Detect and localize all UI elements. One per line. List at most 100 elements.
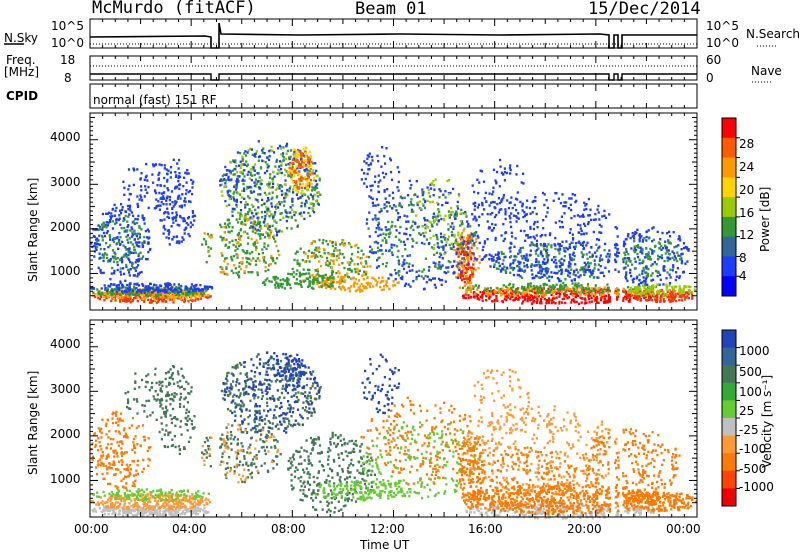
power-cell bbox=[467, 263, 470, 266]
power-cell bbox=[283, 183, 286, 186]
power-cell bbox=[543, 258, 546, 261]
power-cell bbox=[641, 291, 644, 294]
power-cell bbox=[273, 234, 276, 237]
power-cell bbox=[504, 231, 507, 234]
power-cell bbox=[252, 215, 255, 218]
power-cell bbox=[475, 292, 478, 296]
power-cell bbox=[602, 293, 605, 296]
power-cell bbox=[653, 250, 656, 253]
power-cell bbox=[536, 291, 539, 294]
power-cell bbox=[459, 219, 463, 223]
power-cell bbox=[516, 287, 520, 290]
power-cell bbox=[550, 258, 554, 262]
power-cell bbox=[402, 267, 406, 271]
power-cell bbox=[282, 146, 285, 149]
power-cell bbox=[315, 246, 318, 249]
power-cell bbox=[658, 292, 661, 296]
power-cell bbox=[592, 276, 595, 279]
power-cell bbox=[263, 152, 266, 155]
power-cell bbox=[132, 297, 136, 300]
power-cell bbox=[591, 254, 594, 257]
power-cell bbox=[675, 245, 678, 248]
power-cell bbox=[568, 197, 571, 200]
power-cell bbox=[185, 294, 188, 297]
power-cell bbox=[125, 295, 128, 298]
power-cell bbox=[584, 265, 587, 268]
power-cell bbox=[528, 296, 531, 299]
power-cell bbox=[558, 300, 561, 304]
power-cell bbox=[256, 180, 260, 183]
power-cell bbox=[173, 298, 176, 301]
power-cell bbox=[368, 235, 371, 238]
power-cell bbox=[263, 260, 266, 263]
power-cell bbox=[162, 298, 166, 301]
power-cell bbox=[405, 271, 408, 274]
power-cell bbox=[652, 238, 655, 241]
power-cell bbox=[250, 203, 254, 206]
power-cell bbox=[122, 219, 125, 223]
power-cell bbox=[426, 219, 429, 222]
power-cell bbox=[452, 225, 455, 228]
power-cell bbox=[157, 296, 160, 300]
power-cell bbox=[547, 297, 551, 300]
power-cell bbox=[351, 253, 354, 256]
power-cell bbox=[137, 259, 140, 262]
power-cell bbox=[233, 160, 236, 163]
power-cell bbox=[642, 276, 645, 279]
power-cell bbox=[466, 280, 469, 283]
power-cell bbox=[145, 288, 148, 291]
power-cell bbox=[501, 173, 504, 176]
power-cell bbox=[583, 201, 586, 204]
power-cell bbox=[644, 265, 648, 269]
power-cell bbox=[625, 273, 628, 277]
power-cell bbox=[237, 236, 241, 239]
power-cell bbox=[322, 239, 325, 242]
power-cell bbox=[385, 205, 388, 208]
power-cell bbox=[185, 288, 188, 291]
power-cell bbox=[462, 256, 465, 260]
power-cell bbox=[342, 239, 345, 242]
power-cell bbox=[595, 295, 599, 299]
power-cell bbox=[295, 152, 298, 155]
power-cell bbox=[410, 210, 413, 213]
power-cell bbox=[110, 288, 113, 291]
power-cell bbox=[306, 195, 310, 198]
power-cell bbox=[139, 293, 142, 297]
power-cell bbox=[299, 196, 302, 199]
power-cell bbox=[134, 261, 137, 264]
power-cell bbox=[634, 230, 637, 234]
power-cell bbox=[373, 251, 376, 254]
power-cell bbox=[605, 289, 608, 292]
power-cell bbox=[245, 164, 249, 168]
power-cell bbox=[247, 186, 250, 189]
power-cell bbox=[304, 164, 307, 167]
power-cell bbox=[572, 290, 575, 294]
power-cell bbox=[246, 218, 249, 221]
power-cell bbox=[367, 227, 370, 230]
power-cell bbox=[226, 190, 229, 193]
power-cell bbox=[682, 246, 686, 250]
power-cell bbox=[220, 225, 223, 229]
power-cell bbox=[284, 157, 288, 161]
power-cell bbox=[676, 251, 679, 254]
power-cell bbox=[164, 228, 167, 231]
power-cell bbox=[178, 240, 181, 243]
power-cell bbox=[180, 284, 183, 288]
power-cell bbox=[576, 223, 580, 226]
power-cell bbox=[333, 249, 336, 252]
power-cell bbox=[268, 192, 271, 195]
power-cell bbox=[275, 160, 278, 163]
power-cell bbox=[105, 296, 109, 299]
power-cell bbox=[165, 236, 168, 239]
power-cell bbox=[460, 231, 463, 235]
power-cell bbox=[471, 270, 475, 273]
power-cell bbox=[397, 216, 400, 219]
power-cell bbox=[452, 227, 455, 231]
power-cell bbox=[447, 210, 450, 213]
power-cell bbox=[266, 156, 269, 159]
power-cell bbox=[133, 245, 136, 249]
power-cell bbox=[603, 289, 607, 293]
power-cell bbox=[495, 295, 498, 298]
power-cell bbox=[126, 220, 129, 223]
power-cell bbox=[544, 262, 547, 265]
